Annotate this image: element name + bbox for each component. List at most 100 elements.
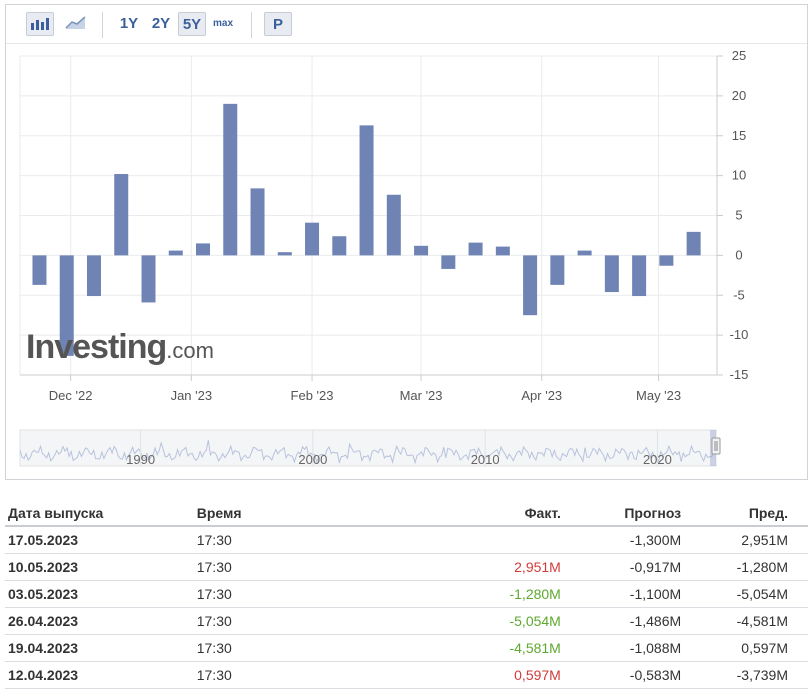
cell-date: 19.04.2023	[5, 634, 194, 662]
bar	[277, 252, 292, 256]
history-table: Дата выпуска Время Факт. Прогноз Пред. 1…	[5, 500, 808, 689]
bar	[386, 194, 401, 256]
chart-toolbar: 1Y 2Y 5Y max P	[6, 5, 807, 43]
bar	[441, 255, 456, 269]
cell-actual	[409, 526, 564, 554]
cell-previous: 2,951M	[684, 526, 808, 554]
cell-time: 17:30	[193, 553, 410, 581]
col-date-header[interactable]: Дата выпуска	[5, 500, 194, 527]
table-row: 03.05.2023 17:30 -1,280M -1,100M -5,054M	[5, 580, 808, 608]
bar	[686, 231, 701, 256]
y-tick-label: -15	[730, 367, 749, 382]
cell-previous: 0,597M	[684, 634, 808, 662]
bar	[59, 255, 74, 356]
table-row: 10.05.2023 17:30 2,951M -0,917M -1,280M	[5, 553, 808, 581]
bar	[305, 222, 320, 256]
cell-date: 12.04.2023	[5, 661, 194, 689]
y-tick-label: 10	[732, 168, 746, 183]
cell-forecast: -0,917M	[563, 553, 685, 581]
y-tick-label: -5	[733, 287, 745, 302]
toolbar-separator	[251, 12, 252, 38]
cell-actual: -1,280M	[409, 580, 564, 608]
bar	[550, 255, 565, 285]
cell-date: 26.04.2023	[5, 607, 194, 635]
cell-previous: -1,280M	[684, 553, 808, 581]
bar	[659, 255, 674, 266]
x-axis: Dec '22 Jan '23 Feb '23 Mar '23 Apr '23 May '…	[20, 374, 717, 403]
cell-time: 17:30	[193, 580, 410, 608]
toolbar-divider	[6, 43, 807, 44]
bar	[332, 236, 347, 256]
cell-date: 03.05.2023	[5, 580, 194, 608]
bar	[468, 242, 483, 256]
bars	[32, 103, 701, 356]
bar	[632, 255, 647, 297]
cell-previous: -5,054M	[684, 580, 808, 608]
bar	[141, 255, 156, 303]
table-row: 26.04.2023 17:30 -5,054M -1,486M -4,581M	[5, 607, 808, 635]
bar	[495, 246, 510, 256]
table-row: 17.05.2023 17:30 -1,300M 2,951M	[5, 526, 808, 554]
navigator-label: 2020	[643, 452, 672, 467]
bar	[577, 250, 592, 256]
navigator-track	[19, 429, 717, 467]
bar	[359, 125, 374, 256]
bar	[32, 255, 47, 285]
bar	[250, 188, 265, 256]
col-actual-header[interactable]: Факт.	[409, 500, 564, 527]
navigator-label: 2010	[471, 452, 500, 467]
bar	[86, 255, 101, 297]
col-forecast-header[interactable]: Прогноз	[563, 500, 685, 527]
cell-actual: 0,597M	[409, 661, 564, 689]
cell-forecast: -0,583M	[563, 661, 685, 689]
range-1y-button[interactable]: 1Y	[119, 15, 139, 32]
watermark-brand: Investing	[26, 328, 167, 366]
cell-time: 17:30	[193, 607, 410, 635]
cell-time: 17:30	[193, 661, 410, 689]
p-button[interactable]: P	[264, 12, 292, 36]
y-tick-label: 20	[732, 88, 746, 103]
navigator-label: 1990	[126, 452, 155, 467]
x-tick-label: Jan '23	[171, 388, 213, 403]
range-max-button[interactable]: max	[212, 18, 233, 29]
col-time-header[interactable]: Время	[193, 500, 410, 527]
cell-time: 17:30	[193, 634, 410, 662]
y-tick-label: 15	[732, 128, 746, 143]
navigator-label: 2000	[298, 452, 327, 467]
cell-date: 17.05.2023	[5, 526, 194, 554]
y-tick-label: -10	[730, 327, 749, 342]
bar	[114, 174, 129, 256]
col-previous-header[interactable]: Пред.	[684, 500, 808, 527]
table-row: 19.04.2023 17:30 -4,581M -1,088M 0,597M	[5, 634, 808, 662]
y-tick-label: 25	[732, 48, 746, 63]
watermark-suffix: .com	[166, 338, 214, 363]
bar	[196, 243, 211, 256]
toolbar-separator	[102, 12, 103, 38]
y-tick-label: 5	[735, 208, 742, 223]
bar-chart-icon[interactable]	[26, 12, 54, 36]
bar	[604, 255, 619, 293]
x-tick-label: May '23	[636, 388, 681, 403]
range-2y-button[interactable]: 2Y	[151, 15, 171, 32]
x-tick-label: Mar '23	[400, 388, 443, 403]
cell-forecast: -1,088M	[563, 634, 685, 662]
x-tick-label: Apr '23	[521, 388, 562, 403]
bar	[414, 245, 429, 256]
navigator-handle[interactable]	[711, 437, 721, 455]
cell-time: 17:30	[193, 526, 410, 554]
cell-actual: -4,581M	[409, 634, 564, 662]
x-tick-label: Feb '23	[291, 388, 334, 403]
table-row: 12.04.2023 17:30 0,597M -0,583M -3,739M	[5, 661, 808, 689]
time-navigator[interactable]: 1990 2000 2010 2020	[19, 429, 721, 467]
cell-previous: -4,581M	[684, 607, 808, 635]
area-chart-icon[interactable]	[62, 12, 90, 36]
range-5y-button[interactable]: 5Y	[178, 12, 206, 36]
table-header-row: Дата выпуска Время Факт. Прогноз Пред.	[5, 500, 808, 527]
x-tick-label: Dec '22	[49, 388, 93, 403]
cell-actual: 2,951M	[409, 553, 564, 581]
bar	[168, 250, 183, 256]
navigator-series	[19, 440, 717, 465]
cell-actual: -5,054M	[409, 607, 564, 635]
cell-previous: -3,739M	[684, 661, 808, 689]
y-tick-label: 0	[735, 247, 742, 262]
